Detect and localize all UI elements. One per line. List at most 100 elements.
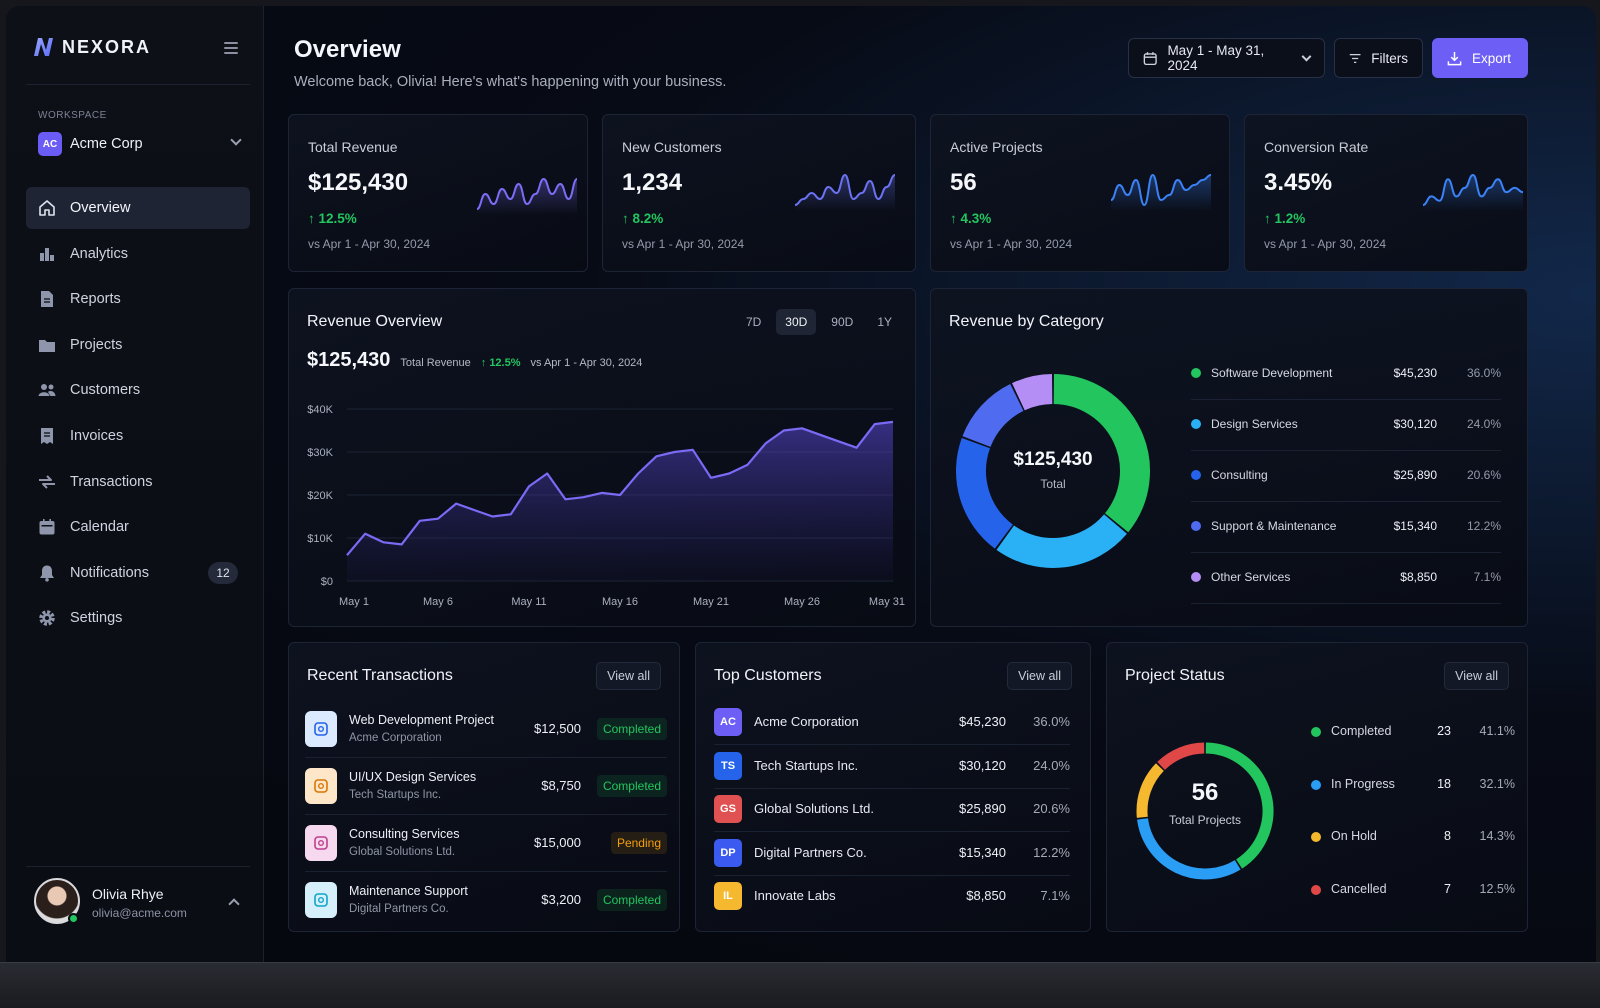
revenue-point[interactable] bbox=[433, 514, 443, 524]
sidebar-item-label: Invoices bbox=[70, 427, 124, 444]
export-button[interactable]: Export bbox=[1432, 38, 1528, 78]
menu-toggle-icon[interactable] bbox=[224, 42, 238, 54]
revenue-point[interactable] bbox=[579, 492, 589, 502]
sidebar-item-projects[interactable]: Projects bbox=[26, 324, 250, 366]
customer-name: Innovate Labs bbox=[754, 888, 836, 903]
brand-logo[interactable]: NEXORA bbox=[32, 36, 151, 58]
kpi-card-conversion-rate[interactable]: Conversion Rate 3.45% ↑ 1.2% vs Apr 1 - Apr… bbox=[1244, 114, 1528, 272]
sidebar-item-transactions[interactable]: Transactions bbox=[26, 461, 250, 503]
range-tabs: 7D 30D 90D 1Y bbox=[737, 309, 901, 335]
category-donut-chart[interactable] bbox=[943, 361, 1163, 581]
customer-row[interactable]: AC Acme Corporation $45,230 36.0% bbox=[714, 701, 1070, 745]
project-status-donut-chart[interactable] bbox=[1125, 731, 1285, 891]
revenue-point[interactable] bbox=[378, 537, 388, 547]
donut-slice-completed[interactable] bbox=[1205, 742, 1274, 869]
donut-slice-support-maintenance[interactable] bbox=[962, 383, 1024, 448]
sidebar-item-customers[interactable]: Customers bbox=[26, 369, 250, 411]
revenue-point[interactable] bbox=[524, 481, 534, 491]
date-range-picker[interactable]: May 1 - May 31, 2024 bbox=[1128, 38, 1325, 78]
transaction-row[interactable]: Web Development Project Acme Corporation $… bbox=[305, 701, 667, 758]
revenue-point[interactable] bbox=[724, 469, 734, 479]
revenue-point[interactable] bbox=[742, 460, 752, 470]
project-status-item[interactable]: In Progress 18 32.1% bbox=[1311, 760, 1515, 813]
donut-slice-cancelled[interactable] bbox=[1157, 742, 1205, 770]
revenue-point[interactable] bbox=[852, 443, 862, 453]
sidebar-item-calendar[interactable]: Calendar bbox=[26, 506, 250, 548]
revenue-point[interactable] bbox=[542, 469, 552, 479]
kpi-change-value: 8.2% bbox=[632, 211, 664, 226]
sidebar-item-analytics[interactable]: Analytics bbox=[26, 233, 250, 275]
revenue-point[interactable] bbox=[779, 426, 789, 436]
transaction-row[interactable]: Consulting Services Global Solutions Ltd.… bbox=[305, 815, 667, 872]
donut-slice-consulting[interactable] bbox=[956, 438, 1014, 549]
revenue-point[interactable] bbox=[506, 509, 516, 519]
revenue-total-label: Total Revenue bbox=[400, 357, 471, 369]
kpi-card-active-projects[interactable]: Active Projects 56 ↑ 4.3% vs Apr 1 - Apr 30… bbox=[930, 114, 1230, 272]
donut-slice-in-progress[interactable] bbox=[1137, 818, 1241, 880]
category-legend-item[interactable]: Support & Maintenance $15,340 12.2% bbox=[1191, 502, 1501, 553]
revenue-point[interactable] bbox=[397, 539, 407, 549]
revenue-point[interactable] bbox=[815, 430, 825, 440]
filters-button[interactable]: Filters bbox=[1334, 38, 1423, 78]
project-status-item[interactable]: Completed 23 41.1% bbox=[1311, 707, 1515, 760]
range-tab-30d[interactable]: 30D bbox=[776, 309, 817, 335]
customer-row[interactable]: DP Digital Partners Co. $15,340 12.2% bbox=[714, 832, 1070, 876]
donut-slice-design-services[interactable] bbox=[996, 513, 1127, 568]
revenue-point[interactable] bbox=[451, 499, 461, 509]
user-profile[interactable]: Olivia Rhye olivia@acme.com bbox=[34, 878, 248, 928]
revenue-point[interactable] bbox=[360, 529, 370, 539]
revenue-area-fill bbox=[347, 421, 893, 581]
customer-avatar: AC bbox=[714, 708, 742, 736]
revenue-point[interactable] bbox=[833, 436, 843, 446]
sidebar-divider bbox=[26, 84, 250, 85]
revenue-point[interactable] bbox=[615, 490, 625, 500]
project-status-item[interactable]: On Hold 8 14.3% bbox=[1311, 812, 1515, 865]
revenue-point[interactable] bbox=[633, 469, 643, 479]
sidebar-item-notifications[interactable]: Notifications 12 bbox=[26, 552, 250, 594]
sidebar-item-settings[interactable]: Settings bbox=[26, 597, 250, 639]
customers-view-all-button[interactable]: View all bbox=[1007, 662, 1072, 690]
category-legend-item[interactable]: Software Development $45,230 36.0% bbox=[1191, 349, 1501, 400]
top-customers-card: Top Customers View all AC Acme Corporatio… bbox=[695, 642, 1091, 932]
project-status-card: Project Status View all 56 Total Project… bbox=[1106, 642, 1528, 932]
donut-slice-software-development[interactable] bbox=[1053, 374, 1150, 533]
revenue-point[interactable] bbox=[888, 417, 898, 427]
revenue-point[interactable] bbox=[415, 516, 425, 526]
revenue-point[interactable] bbox=[342, 550, 352, 560]
revenue-point[interactable] bbox=[597, 488, 607, 498]
customer-row[interactable]: IL Innovate Labs $8,850 7.1% bbox=[714, 875, 1070, 919]
range-tab-7d[interactable]: 7D bbox=[745, 315, 762, 329]
customer-row[interactable]: GS Global Solutions Ltd. $25,890 20.6% bbox=[714, 788, 1070, 832]
revenue-point[interactable] bbox=[670, 447, 680, 457]
category-legend-item[interactable]: Other Services $8,850 7.1% bbox=[1191, 553, 1501, 604]
workspace-selector[interactable]: AC Acme Corp bbox=[38, 130, 248, 158]
donut-slice-other-services[interactable] bbox=[1012, 374, 1053, 411]
projects-view-all-button[interactable]: View all bbox=[1444, 662, 1509, 690]
sidebar-item-invoices[interactable]: Invoices bbox=[26, 415, 250, 457]
sidebar-item-overview[interactable]: Overview bbox=[26, 187, 250, 229]
revenue-point[interactable] bbox=[488, 512, 498, 522]
sidebar-item-reports[interactable]: Reports bbox=[26, 278, 250, 320]
kpi-card-total-revenue[interactable]: Total Revenue $125,430 ↑ 12.5% vs Apr 1 - A… bbox=[288, 114, 588, 272]
kpi-card-new-customers[interactable]: New Customers 1,234 ↑ 8.2% vs Apr 1 - Apr 3… bbox=[602, 114, 916, 272]
revenue-point[interactable] bbox=[651, 451, 661, 461]
donut-slice-on-hold[interactable] bbox=[1136, 763, 1164, 818]
revenue-point[interactable] bbox=[469, 505, 479, 515]
revenue-point[interactable] bbox=[761, 438, 771, 448]
range-tab-90d[interactable]: 90D bbox=[831, 315, 854, 329]
customer-row[interactable]: TS Tech Startups Inc. $30,120 24.0% bbox=[714, 745, 1070, 789]
transactions-view-all-button[interactable]: View all bbox=[596, 662, 661, 690]
chevron-up-icon[interactable] bbox=[228, 898, 240, 910]
revenue-point[interactable] bbox=[706, 473, 716, 483]
transaction-row[interactable]: Maintenance Support Digital Partners Co. $… bbox=[305, 872, 667, 929]
category-legend-item[interactable]: Consulting $25,890 20.6% bbox=[1191, 451, 1501, 502]
revenue-area-chart[interactable]: $0 $10K $20K $30K $40K May 1 May 6 May 11 May 16… bbox=[289, 289, 917, 628]
revenue-point[interactable] bbox=[870, 419, 880, 429]
revenue-point[interactable] bbox=[688, 445, 698, 455]
project-status-item[interactable]: Cancelled 7 12.5% bbox=[1311, 865, 1515, 918]
revenue-point[interactable] bbox=[560, 494, 570, 504]
category-legend-item[interactable]: Design Services $30,120 24.0% bbox=[1191, 400, 1501, 451]
revenue-point[interactable] bbox=[797, 423, 807, 433]
range-tab-1y[interactable]: 1Y bbox=[877, 315, 892, 329]
transaction-row[interactable]: UI/UX Design Services Tech Startups Inc. $… bbox=[305, 758, 667, 815]
